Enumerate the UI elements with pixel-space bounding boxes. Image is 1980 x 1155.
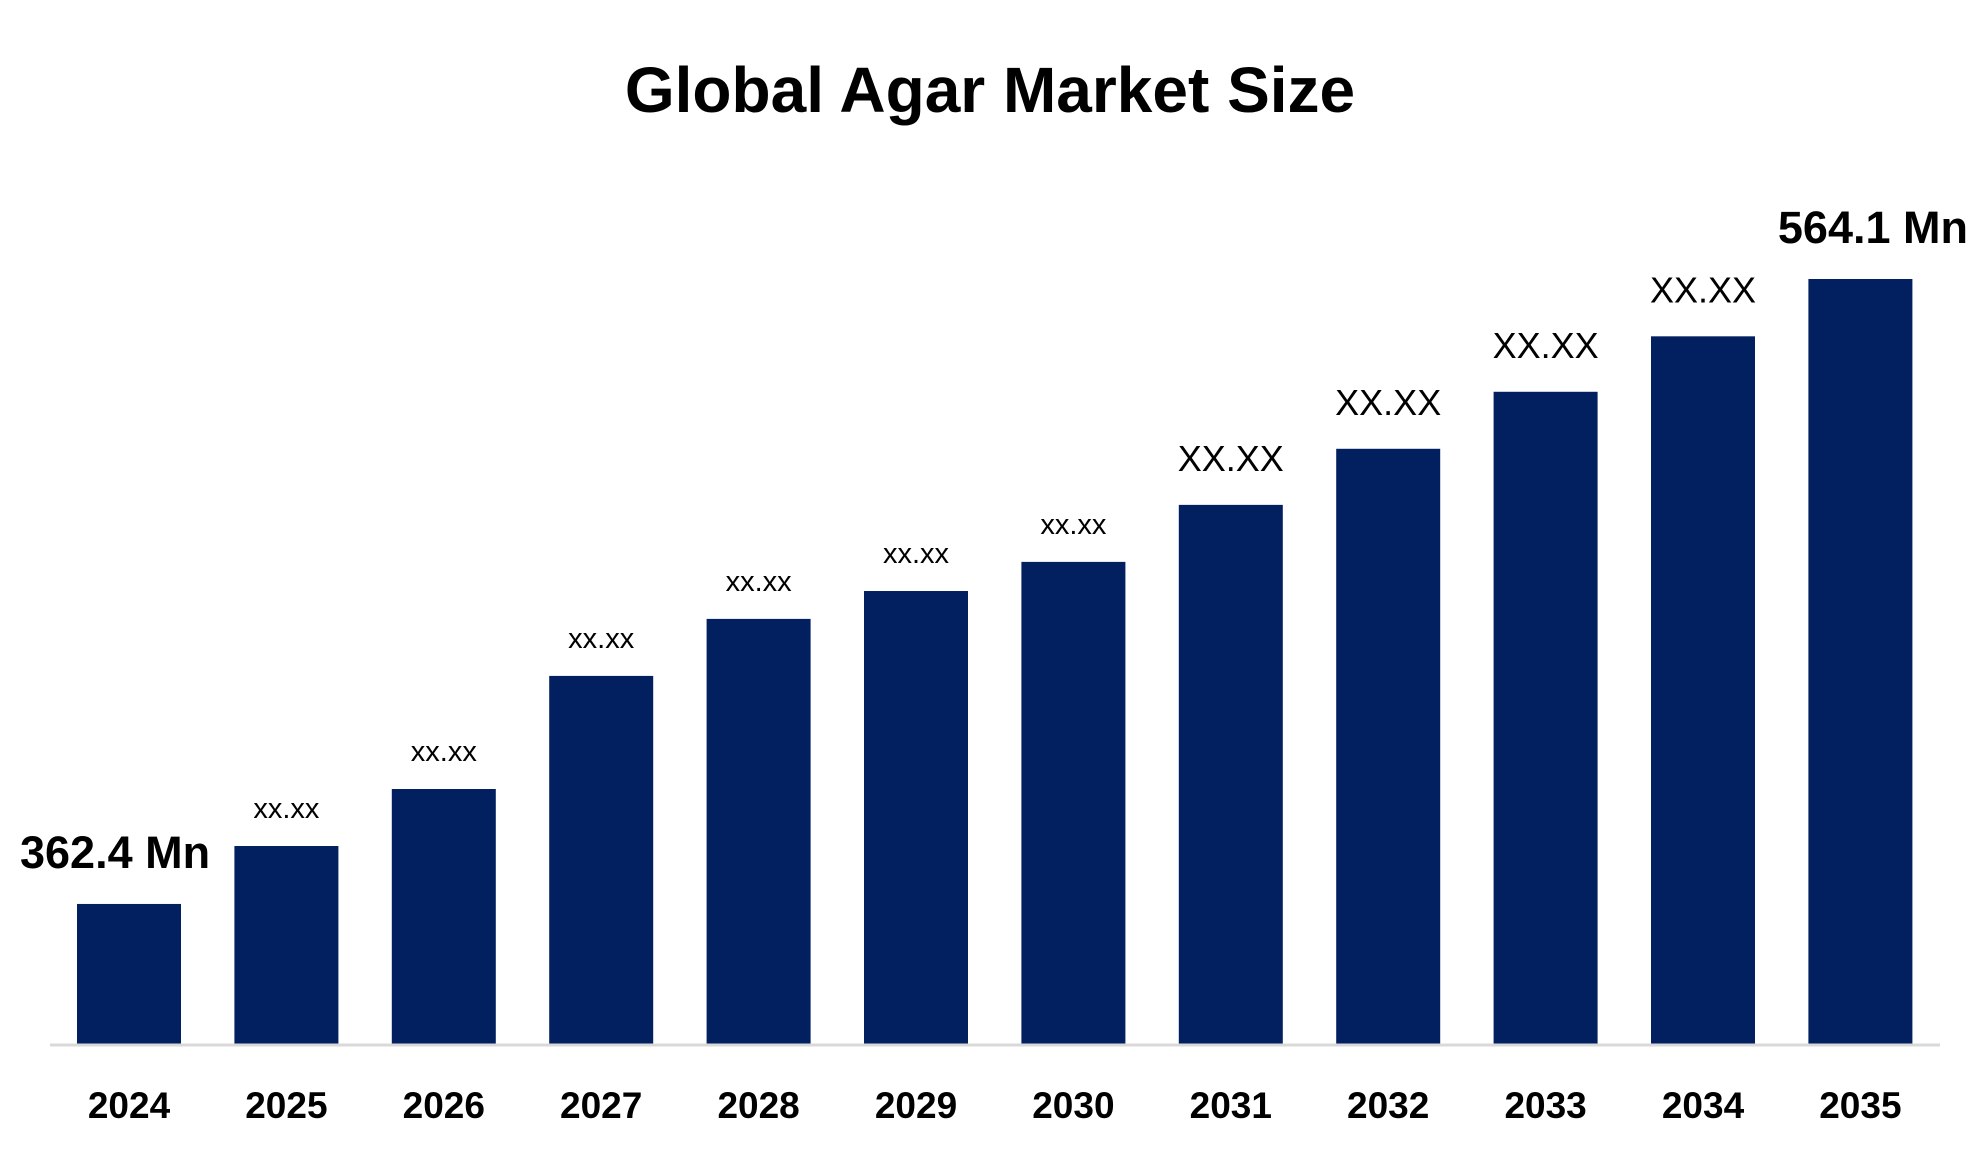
data-label-2027: xx.xx [568,623,635,655]
data-label-2033: XX.XX [1493,325,1599,366]
data-label-2028: xx.xx [726,566,793,598]
bar-2030 [1021,561,1126,1044]
x-tick-label-2030: 2030 [1032,1085,1114,1126]
bar-2026 [391,789,496,1044]
data-label-2034: XX.XX [1650,269,1756,310]
data-label-2029: xx.xx [883,538,950,570]
bar-2024 [77,903,181,1044]
chart-title: Global Agar Market Size [625,54,1355,126]
bar-2034 [1651,336,1755,1044]
bar-2031 [1178,504,1283,1044]
bar-2029 [864,591,968,1044]
x-tick-label-2024: 2024 [88,1085,171,1126]
x-tick-label-2028: 2028 [717,1085,799,1126]
bar-2025 [234,846,339,1044]
data-label-2026: xx.xx [411,736,478,768]
x-tick-label-2035: 2035 [1819,1085,1901,1126]
x-tick-label-2034: 2034 [1662,1085,1745,1126]
bar-2035 [1808,279,1913,1044]
data-label-2031: XX.XX [1178,438,1284,479]
data-label-2032: XX.XX [1335,382,1441,423]
x-tick-label-2029: 2029 [875,1085,957,1126]
x-tick-label-2031: 2031 [1190,1085,1272,1126]
x-tick-label-2026: 2026 [403,1085,485,1126]
bar-2027 [549,675,654,1044]
data-label-2035: 564.1 Mn [1778,202,1968,253]
data-label-2024: 362.4 Mn [20,827,210,878]
x-tick-label-2027: 2027 [560,1085,642,1126]
bar-2032 [1336,448,1441,1044]
data-label-2025: xx.xx [253,793,320,825]
bar-2028 [706,618,811,1044]
x-tick-label-2032: 2032 [1347,1085,1429,1126]
data-label-2030: xx.xx [1040,509,1107,541]
x-tick-label-2033: 2033 [1504,1085,1586,1126]
x-tick-label-2025: 2025 [245,1085,327,1126]
bar-2033 [1493,391,1598,1045]
